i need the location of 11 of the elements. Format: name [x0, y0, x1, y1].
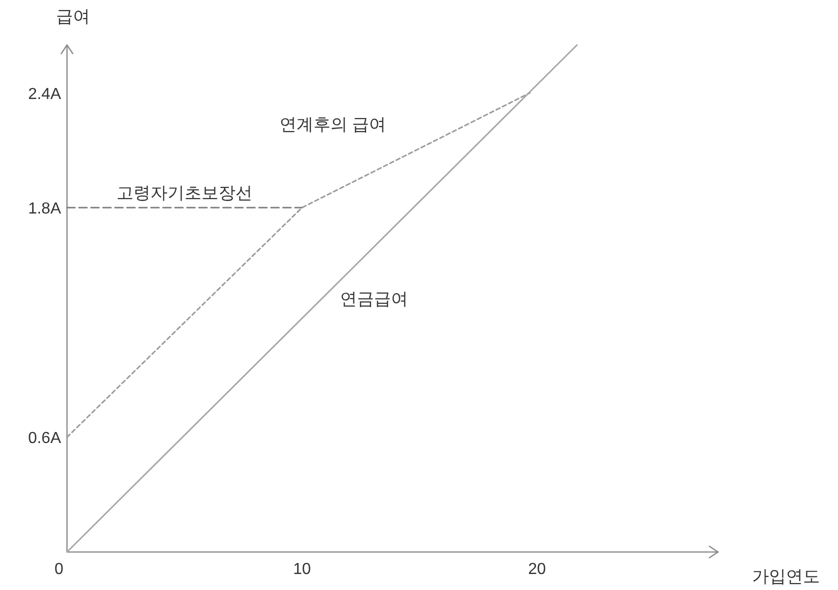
y-axis-title: 급여 — [56, 7, 90, 26]
x-tick-label: 10 — [293, 561, 312, 578]
x-tick-label: 0 — [54, 561, 64, 578]
x-axis-title: 가입연도 — [752, 567, 820, 586]
y-tick-label: 0.6A — [28, 430, 62, 448]
series-label: 고령자기초보장선 — [116, 184, 253, 203]
x-tick-label: 20 — [528, 561, 546, 578]
y-tick-label: 1.8A — [28, 200, 62, 218]
series-label: 연금급여 — [340, 290, 408, 308]
series-label: 연계후의 급여 — [279, 115, 386, 134]
y-tick-label: 2.4A — [28, 86, 62, 103]
